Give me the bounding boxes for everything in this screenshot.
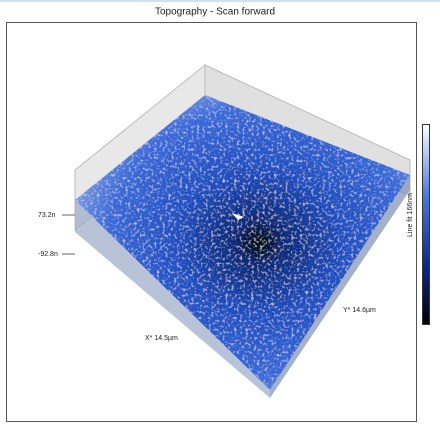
z-label: 73.2n — [38, 212, 56, 219]
surface-right-edge — [270, 175, 410, 398]
colorbar — [422, 124, 430, 325]
surface-front-edge — [75, 200, 270, 398]
y-axis-label: Y* 14.6µm — [343, 307, 376, 314]
z-label: -92.8n — [38, 251, 58, 258]
window-title: Topography - Scan forward — [155, 7, 275, 18]
colorbar-label: Line fit 166nm — [407, 193, 414, 237]
surface-peak — [232, 213, 244, 220]
x-axis-label: X* 14.5µm — [145, 335, 178, 342]
topography-surface — [75, 95, 410, 390]
